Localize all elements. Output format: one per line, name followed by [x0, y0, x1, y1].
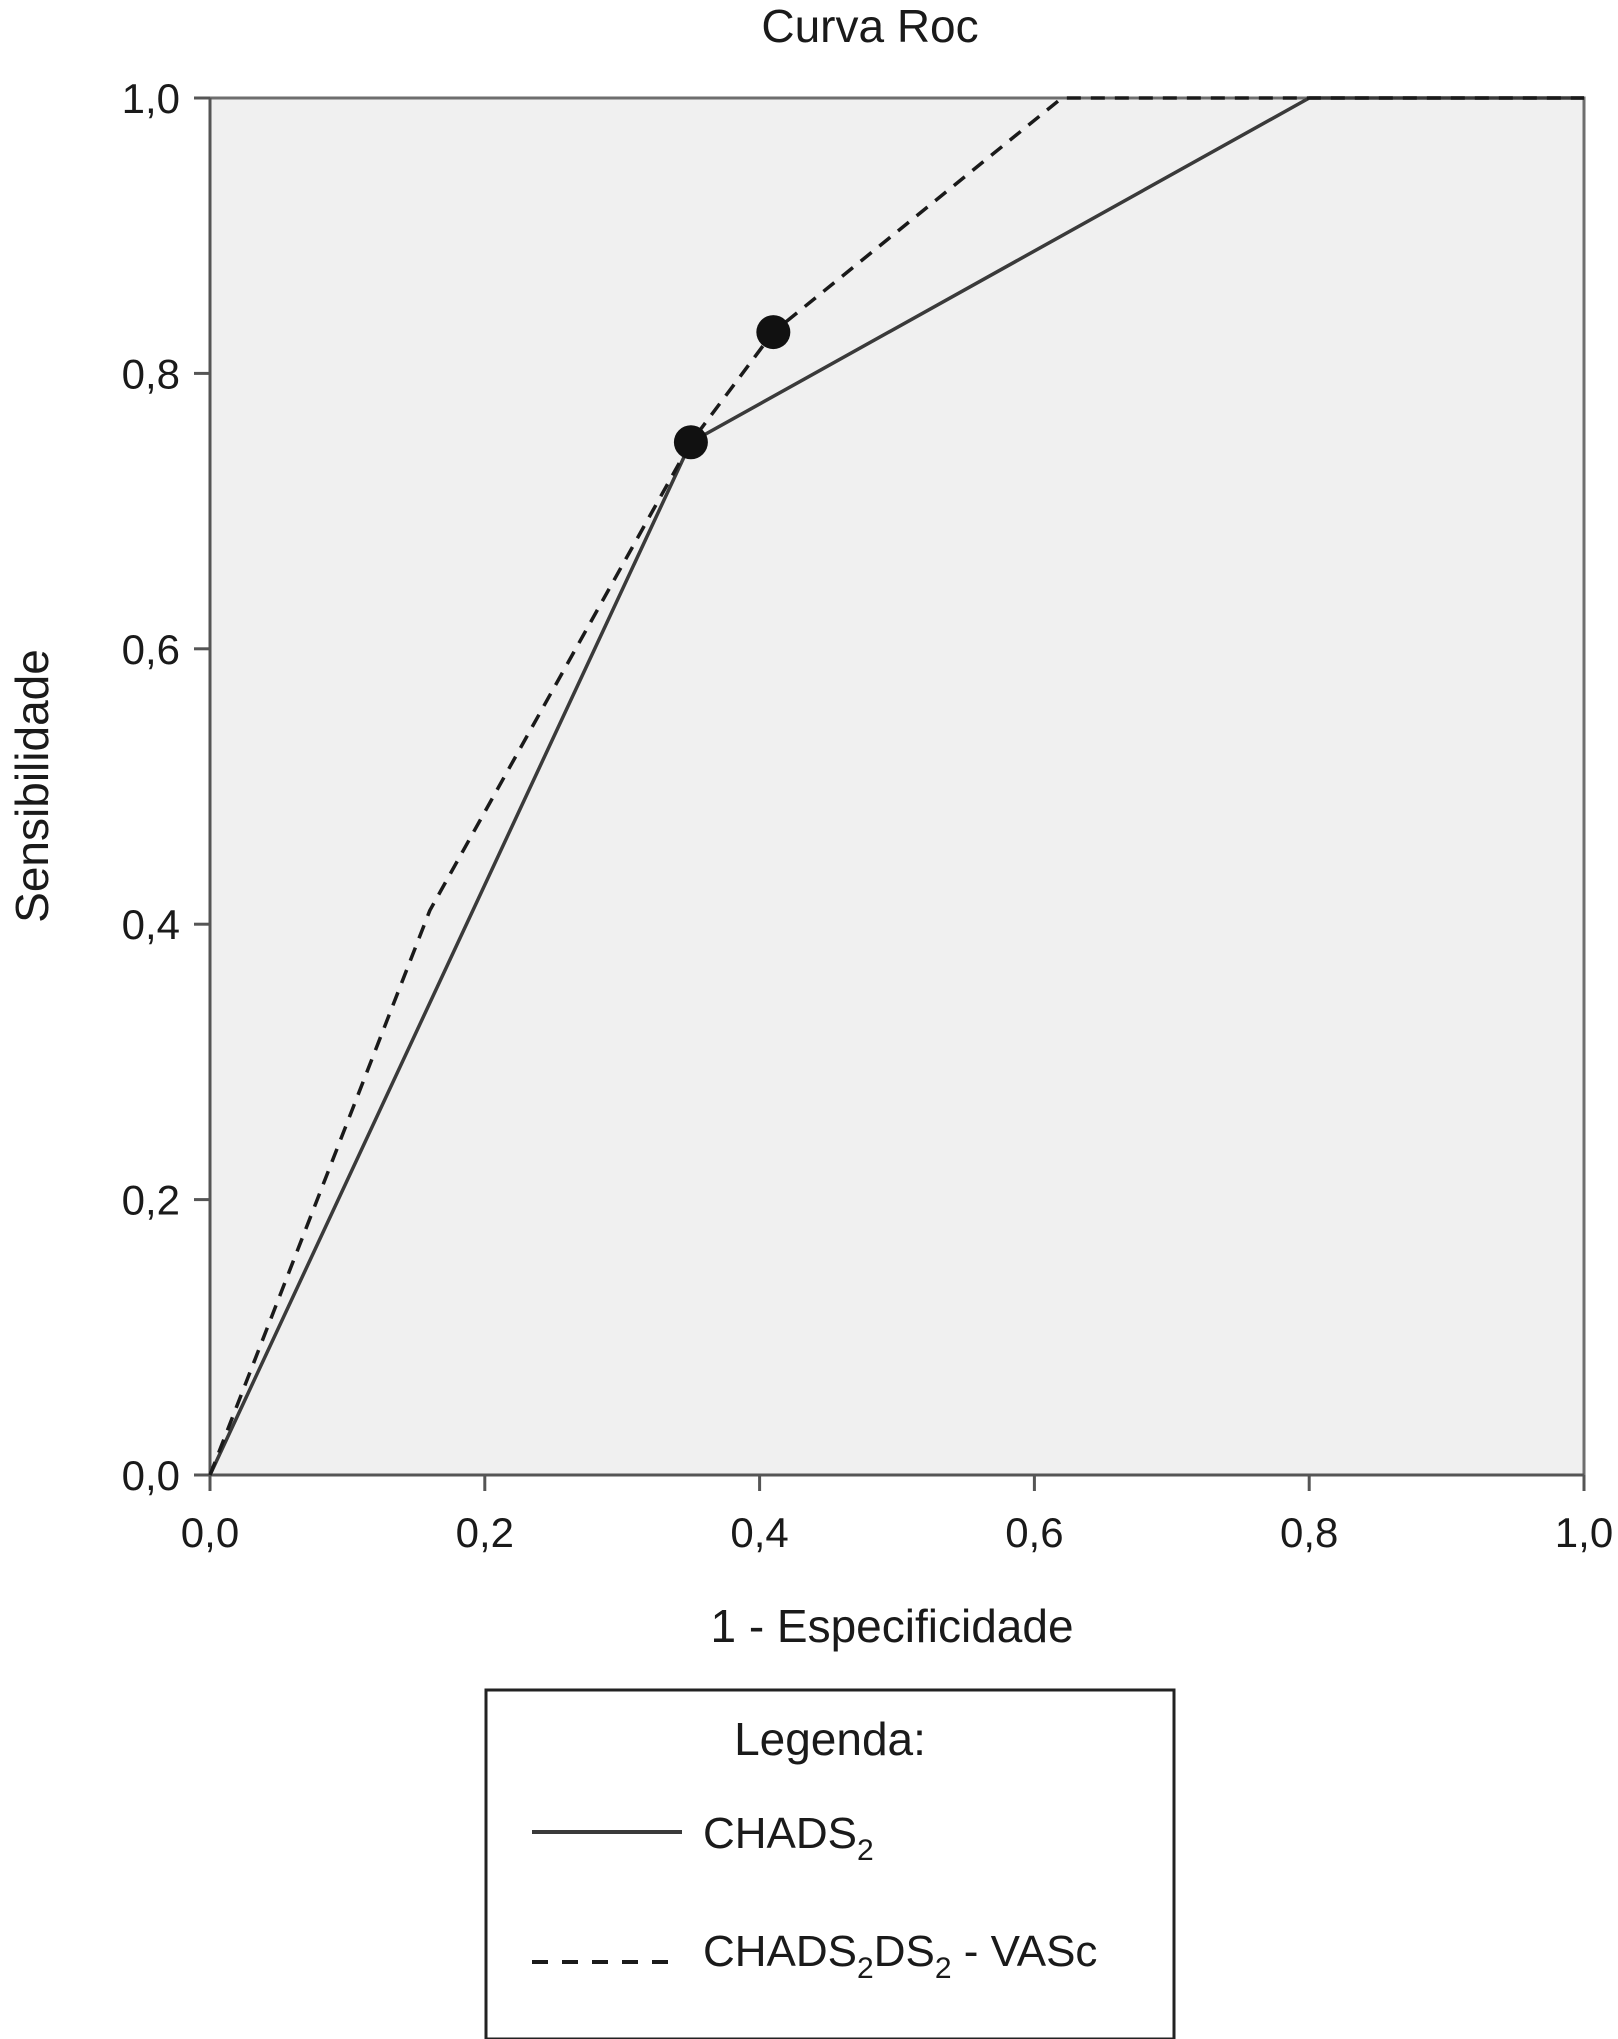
legend-cha2ds2vasc-tail: - VASc	[952, 1927, 1098, 1976]
x-tick-label: 0,8	[1280, 1509, 1338, 1556]
x-tick-label: 0,4	[730, 1509, 788, 1556]
marker-layer	[673, 315, 791, 460]
legend-cha2ds2vasc-sub2: 2	[935, 1952, 952, 1985]
x-tick-label: 0,0	[181, 1509, 239, 1556]
y-tick-label: 0,6	[122, 626, 180, 673]
series-line-chads2	[208, 96, 1584, 1476]
x-tick-label: 0,2	[456, 1509, 514, 1556]
series-layer	[208, 96, 1584, 1476]
y-tick-label: 0,2	[122, 1177, 180, 1224]
x-axis-label: 1 - Especificidade	[710, 1600, 1073, 1652]
legend-cha2ds2vasc-base: CHADS	[703, 1927, 857, 1976]
marker-cha2ds2vasc	[756, 315, 791, 350]
legend-label-chads2: CHADS2	[703, 1809, 874, 1867]
legend-cha2ds2vasc-rest: DS	[874, 1927, 935, 1976]
y-tick-label: 0,0	[122, 1452, 180, 1499]
legend-box	[484, 1688, 1176, 2039]
y-axis-ticks: 0,0 0,2 0,4 0,6 0,8 1,0	[122, 75, 210, 1499]
y-tick-label: 1,0	[122, 75, 180, 122]
legend-label-cha2ds2vasc: CHADS2DS2 - VASc	[703, 1927, 1097, 1985]
y-tick-label: 0,4	[122, 901, 180, 948]
legend: Legenda: CHADS2 CHADS2DS2 - VASc	[484, 1688, 1176, 2039]
legend-cha2ds2vasc-sub1: 2	[857, 1952, 874, 1985]
legend-chads2-sub: 2	[857, 1834, 874, 1867]
chart-title: Curva Roc	[761, 0, 978, 52]
x-axis-ticks: 0,0 0,2 0,4 0,6 0,8 1,0	[181, 1475, 1613, 1556]
y-axis-label: Sensibilidade	[6, 649, 58, 923]
x-tick-label: 0,6	[1005, 1509, 1063, 1556]
legend-title: Legenda:	[734, 1713, 926, 1765]
marker-chads2	[673, 425, 708, 460]
y-tick-label: 0,8	[122, 350, 180, 397]
series-line-cha2ds2vasc	[208, 96, 1584, 1476]
legend-chads2-base: CHADS	[703, 1809, 857, 1858]
plot-area	[208, 96, 1586, 1477]
x-tick-label: 1,0	[1555, 1509, 1613, 1556]
